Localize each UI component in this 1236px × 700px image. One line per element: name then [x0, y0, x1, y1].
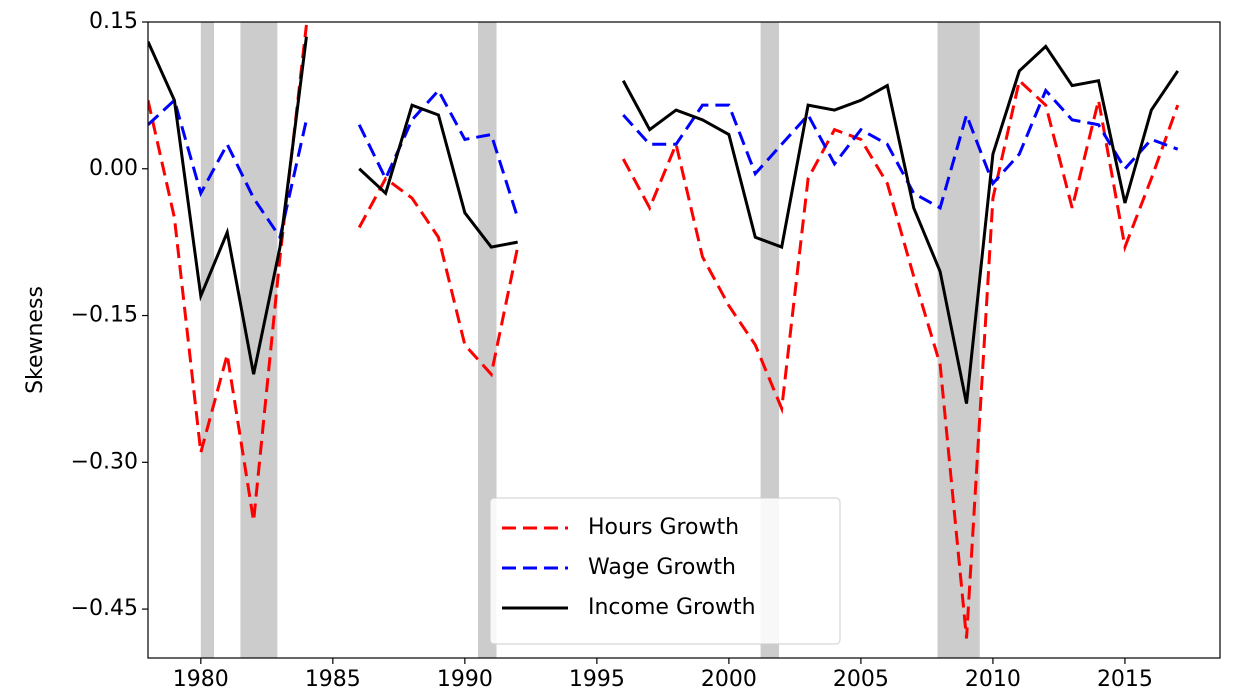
legend-label: Hours Growth	[588, 515, 739, 540]
x-tick-label: 1990	[437, 667, 493, 692]
series-line	[148, 24, 1180, 639]
series-line	[148, 87, 1179, 241]
y-tick-label: −0.45	[71, 596, 138, 621]
y-tick-label: 0.00	[89, 156, 138, 181]
x-tick-label: 1985	[305, 667, 361, 692]
legend-label: Wage Growth	[588, 555, 736, 580]
plot-frame	[147, 21, 1221, 659]
legend-box	[489, 497, 841, 645]
legend-label: Income Growth	[588, 595, 756, 620]
recession-band	[200, 22, 215, 658]
y-tick-label: 0.15	[89, 9, 138, 34]
y-axis-label: Skewness	[23, 286, 48, 394]
y-tick-label: −0.15	[71, 303, 138, 328]
x-tick-label: 2005	[833, 667, 889, 692]
x-tick-label: 1980	[173, 667, 229, 692]
x-tick-label: 1995	[569, 667, 625, 692]
series-line	[148, 36, 1179, 404]
y-tick-label: −0.30	[71, 449, 138, 474]
x-tick-label: 2000	[701, 667, 757, 692]
x-tick-label: 2015	[1097, 667, 1153, 692]
x-tick-label: 2010	[965, 667, 1021, 692]
